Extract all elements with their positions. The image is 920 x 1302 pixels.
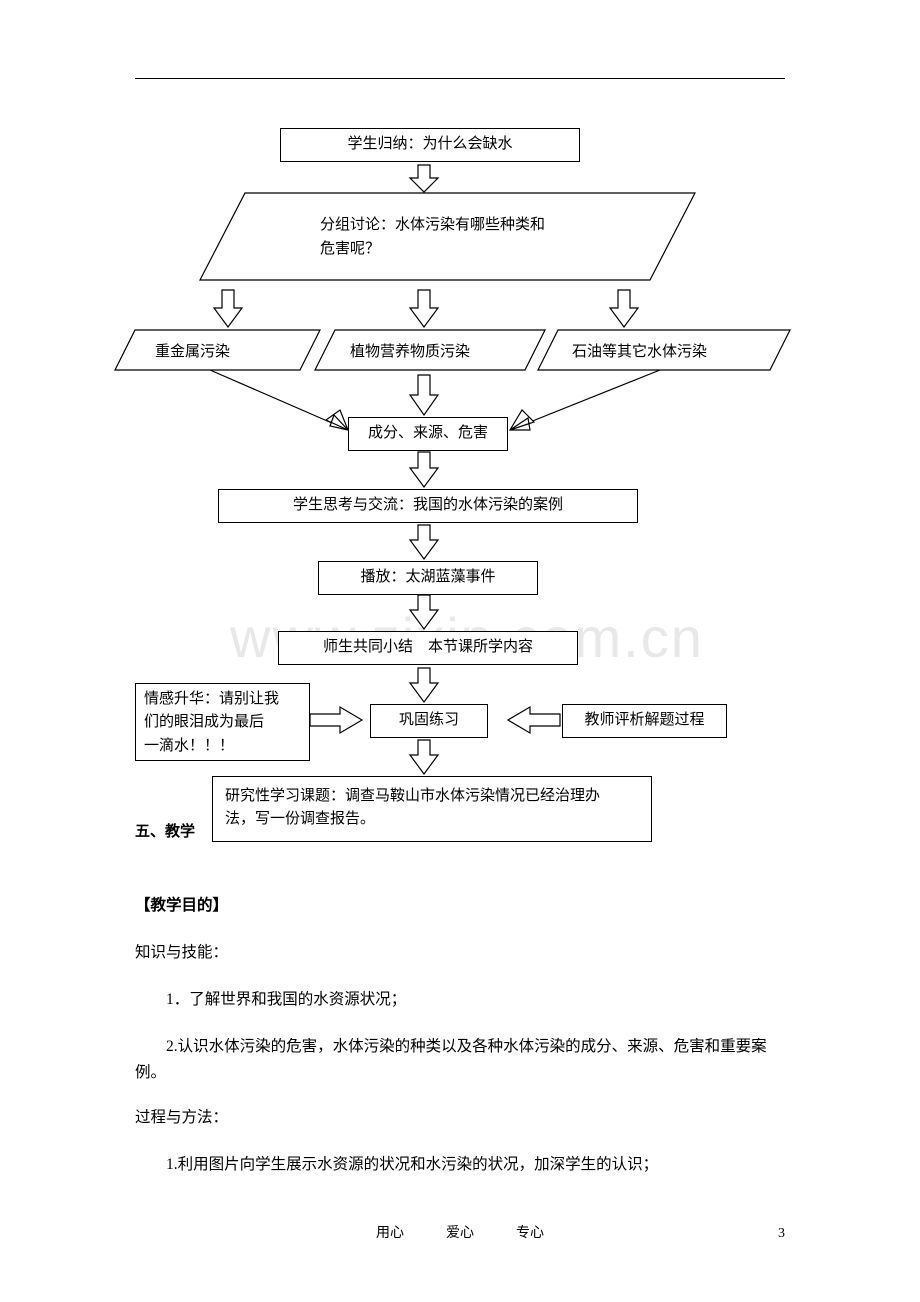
goals-heading: 【教学目的】 bbox=[135, 893, 785, 919]
node-summary: 师生共同小结 本节课所学内容 bbox=[278, 631, 578, 665]
node-student-summary: 学生归纳：为什么会缺水 bbox=[280, 128, 580, 162]
branch-nutrient: 植物营养物质污染 bbox=[350, 340, 470, 364]
page: www.zixin.com.cn bbox=[0, 0, 920, 1302]
research-l1: 研究性学习课题：调查马鞍山市水体污染情况已经治理办 bbox=[225, 785, 600, 808]
section-5-prefix: 五、教学 bbox=[135, 820, 195, 844]
node-emotion: 情感升华：请别让我 们的眼泪成为最后 一滴水！！！ bbox=[135, 683, 310, 761]
node-merge: 成分、来源、危害 bbox=[348, 417, 508, 451]
p-item-1: 1.利用图片向学生展示水资源的状况和水污染的状况，加深学生的认识； bbox=[135, 1152, 785, 1178]
node-label: 学生归纳：为什么会缺水 bbox=[347, 133, 512, 156]
footer-page-number: 3 bbox=[778, 1226, 785, 1242]
branch-oil-other: 石油等其它水体污染 bbox=[572, 340, 707, 364]
process-method-heading: 过程与方法： bbox=[135, 1105, 785, 1131]
node-label: 成分、来源、危害 bbox=[368, 422, 488, 445]
node-practice: 巩固练习 bbox=[370, 704, 488, 738]
knowledge-skill-heading: 知识与技能： bbox=[135, 940, 785, 966]
research-l2: 法，写一份调查报告。 bbox=[225, 808, 600, 831]
decision-line1: 分组讨论：水体污染有哪些种类和 bbox=[320, 213, 640, 237]
k-item-1: 1．了解世界和我国的水资源状况； bbox=[135, 987, 785, 1013]
node-label: 学生思考与交流：我国的水体污染的案例 bbox=[293, 494, 563, 517]
node-label: 教师评析解题过程 bbox=[584, 709, 704, 732]
node-label: 师生共同小结 本节课所学内容 bbox=[323, 636, 533, 659]
emotion-l3: 一滴水！！！ bbox=[144, 735, 279, 758]
k-item-2: 2.认识水体污染的危害，水体污染的种类以及各种水体污染的成分、来源、危害和重要案… bbox=[135, 1034, 785, 1087]
node-research-task: 研究性学习课题：调查马鞍山市水体污染情况已经治理办 法，写一份调查报告。 bbox=[212, 776, 652, 842]
branch-heavy-metal: 重金属污染 bbox=[155, 340, 230, 364]
node-case-discussion: 学生思考与交流：我国的水体污染的案例 bbox=[218, 489, 638, 523]
emotion-l2: 们的眼泪成为最后 bbox=[144, 711, 279, 734]
decision-line2: 危害呢？ bbox=[320, 237, 640, 261]
node-label: 巩固练习 bbox=[399, 709, 459, 732]
node-teacher-analysis: 教师评析解题过程 bbox=[562, 704, 727, 738]
node-play-video: 播放：太湖蓝藻事件 bbox=[318, 561, 538, 595]
decision-discussion: 分组讨论：水体污染有哪些种类和 危害呢？ bbox=[320, 213, 640, 261]
node-label: 播放：太湖蓝藻事件 bbox=[360, 566, 495, 589]
emotion-l1: 情感升华：请别让我 bbox=[144, 688, 279, 711]
